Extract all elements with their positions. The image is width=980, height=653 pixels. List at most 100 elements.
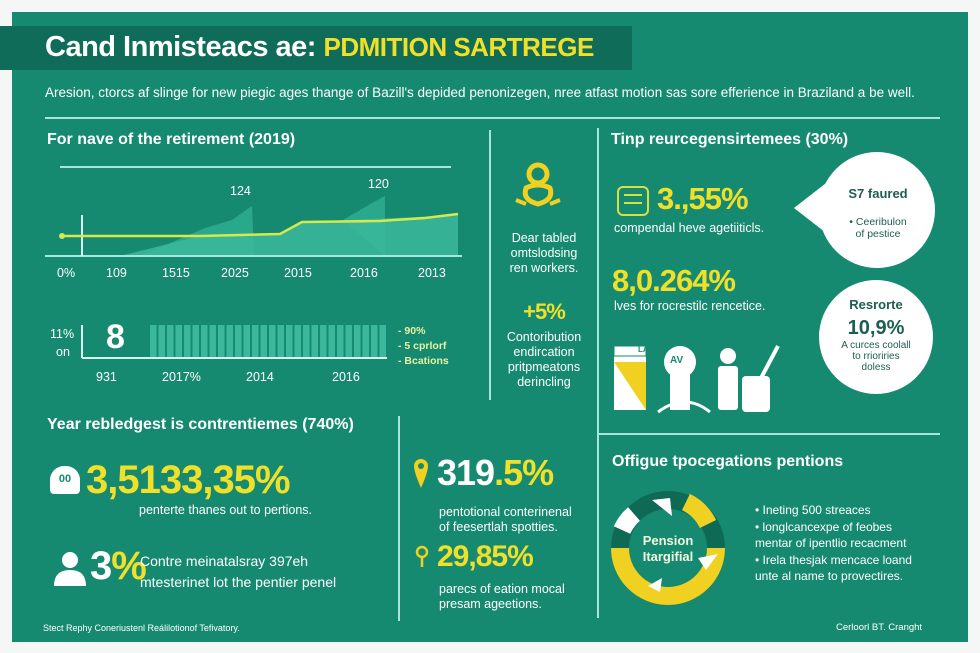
text-line: Dear tabled	[511, 231, 577, 245]
y-label: 11%	[50, 327, 75, 341]
text-line: endircation	[513, 345, 575, 359]
bar	[209, 325, 216, 357]
peak-label: 124	[230, 184, 251, 198]
value-unit: %	[111, 544, 147, 588]
stat1-value: 3.,55%	[657, 181, 749, 216]
bar	[175, 325, 182, 357]
bm-stat2-value: 29,85%	[437, 540, 534, 573]
text-line: mtesterinet lot the pentier penel	[140, 574, 337, 590]
area-fill	[120, 214, 458, 256]
fist-icon	[617, 186, 649, 216]
x-tick: 2016	[332, 370, 360, 384]
text-line: Pension	[642, 533, 694, 548]
legend-item: - 90%	[398, 325, 426, 337]
bl-stat1-value: 3,5133,35%	[86, 458, 291, 502]
person-icon	[54, 552, 86, 586]
x-tick: 931	[96, 370, 117, 384]
bubble1-text: of pestice	[855, 228, 901, 240]
bar	[150, 325, 157, 357]
trend-line	[62, 212, 459, 238]
y-label: on	[56, 345, 70, 359]
pension-cycle-ring	[611, 491, 725, 605]
bubble2-value: 10,9%	[847, 317, 905, 339]
bm-stat2-desc: parecs of eation mocal presam ageetions.	[439, 582, 565, 612]
list-item: unte al name to provectires.	[755, 569, 904, 583]
bar	[252, 325, 259, 357]
bl-stat2-desc: Contre meinatalsray 397eh mtesterinet lot…	[140, 551, 336, 593]
buildings-people-icon	[613, 345, 780, 414]
bar	[320, 325, 327, 357]
title-bar	[0, 26, 632, 70]
bubble2-text: to rrioriries	[852, 351, 900, 362]
people-icon	[515, 162, 561, 207]
text-line: parecs of eation mocal	[439, 582, 565, 596]
bl-stat2-value: 3%	[90, 544, 147, 589]
trend-start-point	[59, 233, 65, 239]
bubble1-title: S7 faured	[848, 186, 908, 201]
speech-bubble	[794, 152, 935, 268]
bar	[311, 325, 318, 357]
bm-stat1-value: 319.5%	[437, 452, 554, 494]
bar	[286, 325, 293, 357]
list-item: mentar of ipentlio recacment	[755, 536, 907, 550]
pin-icon	[414, 459, 428, 488]
bar	[328, 325, 335, 357]
bubble2: Resrorte 10,9% A curces coolall to rriori…	[819, 280, 933, 394]
text-line: derincling	[517, 375, 571, 389]
bl-stat1-desc: penterte thanes out to pertions.	[139, 503, 313, 517]
text-line: ren workers.	[509, 261, 579, 275]
chart2-big-value: 8	[106, 318, 125, 356]
bar	[158, 325, 165, 357]
bullet-list: • Ineting 500 streaces • longlcancexpe o…	[755, 502, 912, 585]
bubble2-title: Resrorte	[849, 297, 903, 312]
text-line: of feesertlah spotties.	[439, 520, 558, 534]
value-number: 319	[437, 452, 495, 493]
stat1-desc: compendal heve agetiiticls.	[614, 221, 765, 235]
x-tick: 2013	[418, 266, 446, 280]
bottom-right-heading: Offigue tpocegations pentions	[612, 453, 844, 470]
subtitle: Aresion, ctorcs af slinge for new piegic…	[45, 85, 915, 100]
x-tick: 2014	[246, 370, 274, 384]
title-main: Cand Inmisteacs ae:	[45, 31, 316, 63]
list-item: • Ineting 500 streaces	[755, 503, 871, 517]
bar	[184, 325, 191, 357]
divider	[597, 128, 599, 618]
bar	[371, 325, 378, 357]
x-tick: 2017%	[162, 370, 201, 384]
list-item: • Irela thesjak mencace loand	[755, 552, 912, 567]
bubble1: S7 faured • Ceeribulon of pestice	[823, 186, 933, 240]
bar	[243, 325, 250, 357]
text-line: pritpmeatons	[507, 360, 581, 374]
divider	[489, 130, 491, 400]
legend-item: - Bcations	[398, 355, 449, 367]
divider	[398, 416, 400, 621]
bar	[294, 325, 301, 357]
legend-item: - 5 cprlorf	[398, 340, 447, 352]
chart1-heading: For nave of the retirement (2019)	[47, 131, 296, 148]
bar	[167, 325, 174, 357]
value-number: 3	[90, 544, 112, 588]
chart2-bars	[150, 325, 386, 357]
middle-text-2: Contoribution endircation pritpmeatons deri…	[490, 330, 598, 390]
text-line: presam ageetions.	[439, 597, 542, 611]
text-line: omtslodsing	[510, 246, 578, 260]
bar	[226, 325, 233, 357]
bar	[201, 325, 208, 357]
text-line: pentotional conterinenal	[439, 505, 572, 519]
bar	[354, 325, 361, 357]
area-chart	[45, 166, 462, 359]
bar	[192, 325, 199, 357]
bar	[218, 325, 225, 357]
x-tick: 2025	[221, 266, 249, 280]
bar	[379, 325, 386, 357]
footer-left: Stect Rephy Coneriustenl Reálilotionof T…	[43, 623, 240, 633]
list-item: • longlcancexpe of feobes	[755, 519, 892, 534]
bar	[337, 325, 344, 357]
bar	[345, 325, 352, 357]
x-tick: 0%	[57, 266, 76, 280]
bubble1-text: • Ceeribulon	[849, 216, 907, 228]
peak-label: 120	[368, 177, 389, 191]
bottom-left-heading: Year rebledgest is contrentiemes (740%)	[47, 416, 354, 433]
page-title: Cand Inmisteacs ae: PDMITION SARTREGE	[45, 31, 594, 64]
text-line: Itargifial	[642, 549, 694, 564]
